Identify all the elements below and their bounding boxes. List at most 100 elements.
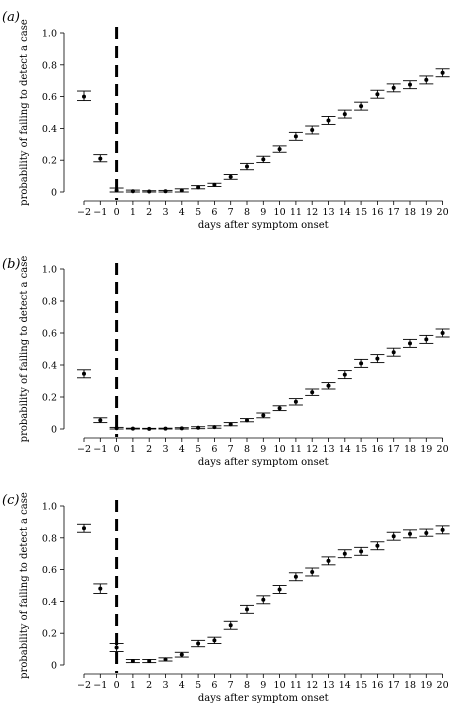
x-tick-label: −1 <box>93 680 107 691</box>
data-point <box>114 645 119 650</box>
x-tick-label: 12 <box>306 207 318 218</box>
x-tick-label: 17 <box>388 207 400 218</box>
data-point <box>98 418 103 423</box>
x-tick-label: 9 <box>260 680 266 691</box>
x-tick-label: 8 <box>244 444 250 455</box>
x-tick-label: 18 <box>404 444 416 455</box>
x-tick-label: 9 <box>260 207 266 218</box>
data-point <box>261 157 266 162</box>
y-tick-label: 1.0 <box>42 265 57 276</box>
data-point <box>130 426 135 431</box>
y-tick-label: 0 <box>51 425 57 436</box>
data-point <box>359 361 364 366</box>
data-point <box>424 531 429 536</box>
y-tick-label: 0 <box>51 661 57 672</box>
x-tick-label: −2 <box>77 207 91 218</box>
x-tick-label: 13 <box>322 680 334 691</box>
data-point <box>326 558 331 563</box>
x-tick-label: 4 <box>179 680 185 691</box>
data-point <box>98 156 103 161</box>
x-tick-label: 5 <box>195 207 201 218</box>
x-tick-label: 0 <box>114 444 120 455</box>
data-point <box>245 164 249 169</box>
data-point <box>163 657 168 662</box>
x-tick-label: 0 <box>114 207 120 218</box>
x-tick-label: 15 <box>355 444 367 455</box>
data-point <box>130 189 135 194</box>
data-point <box>391 350 396 355</box>
x-tick-label: 5 <box>195 444 201 455</box>
y-tick-label: 0.4 <box>42 124 57 135</box>
y-tick-label: 1.0 <box>42 502 57 513</box>
x-tick-label: 19 <box>420 207 432 218</box>
data-point <box>293 399 298 404</box>
data-point <box>391 85 396 90</box>
x-tick-label: 14 <box>339 444 351 455</box>
data-point <box>212 425 217 430</box>
data-point <box>277 587 282 592</box>
data-point <box>440 331 445 335</box>
x-tick-label: 8 <box>244 680 250 691</box>
data-point <box>82 371 86 376</box>
x-tick-label: −2 <box>77 680 91 691</box>
x-tick-label: 6 <box>211 444 217 455</box>
x-tick-label: 11 <box>290 207 302 218</box>
x-tick-label: 17 <box>388 680 400 691</box>
x-tick-label: 2 <box>146 680 152 691</box>
data-point <box>310 390 315 395</box>
data-point <box>293 574 298 579</box>
x-tick-label: −1 <box>93 444 107 455</box>
x-tick-label: 1 <box>130 680 136 691</box>
x-tick-label: 10 <box>274 444 286 455</box>
x-tick-label: 3 <box>162 207 168 218</box>
x-tick-label: 18 <box>404 680 416 691</box>
data-point <box>147 426 152 431</box>
x-tick-label: 20 <box>437 444 449 455</box>
data-point <box>179 426 184 431</box>
y-tick-label: 0.4 <box>42 361 57 372</box>
x-tick-label: 3 <box>162 680 168 691</box>
data-point <box>440 70 445 75</box>
x-tick-label: 1 <box>130 207 136 218</box>
data-point <box>228 422 233 427</box>
data-point <box>408 82 412 87</box>
data-point <box>375 92 380 97</box>
y-tick-label: 0.2 <box>42 629 57 640</box>
data-point <box>228 623 233 628</box>
x-tick-label: 15 <box>355 680 367 691</box>
y-tick-label: 1.0 <box>42 29 57 40</box>
data-point <box>359 104 364 109</box>
x-tick-label: 5 <box>195 680 201 691</box>
y-tick-label: 0.6 <box>42 329 57 340</box>
x-tick-label: 15 <box>355 207 367 218</box>
x-tick-label: 14 <box>339 207 351 218</box>
x-tick-label: 13 <box>322 444 334 455</box>
x-tick-label: 20 <box>437 207 449 218</box>
data-point <box>130 659 135 664</box>
data-point <box>261 413 266 418</box>
data-point <box>147 659 152 664</box>
data-point <box>359 549 364 554</box>
x-tick-label: 0 <box>114 680 120 691</box>
y-axis-title: probability of failing to detect a case <box>19 19 30 206</box>
data-point <box>245 607 249 612</box>
data-point <box>277 406 282 411</box>
y-axis-title: probability of failing to detect a case <box>19 256 30 443</box>
x-axis-title: days after symptom onset <box>198 693 329 704</box>
x-tick-label: 13 <box>322 207 334 218</box>
x-tick-label: 17 <box>388 444 400 455</box>
panel-c: (c)00.20.40.60.81.0−2 −1 0 1 2 3 4 5 6 7 8 9 10 11 12 1… <box>2 492 450 704</box>
data-point <box>326 118 331 123</box>
y-tick-label: 0.2 <box>42 156 57 167</box>
x-tick-label: 7 <box>228 680 234 691</box>
panel-label: (c) <box>2 493 19 508</box>
data-point <box>98 586 103 591</box>
data-point <box>228 174 233 179</box>
x-tick-label: 6 <box>211 680 217 691</box>
x-tick-label: −2 <box>77 444 91 455</box>
data-point <box>147 189 152 194</box>
x-tick-label: 11 <box>290 444 302 455</box>
y-tick-label: 0.8 <box>42 60 57 71</box>
data-point <box>212 638 217 643</box>
